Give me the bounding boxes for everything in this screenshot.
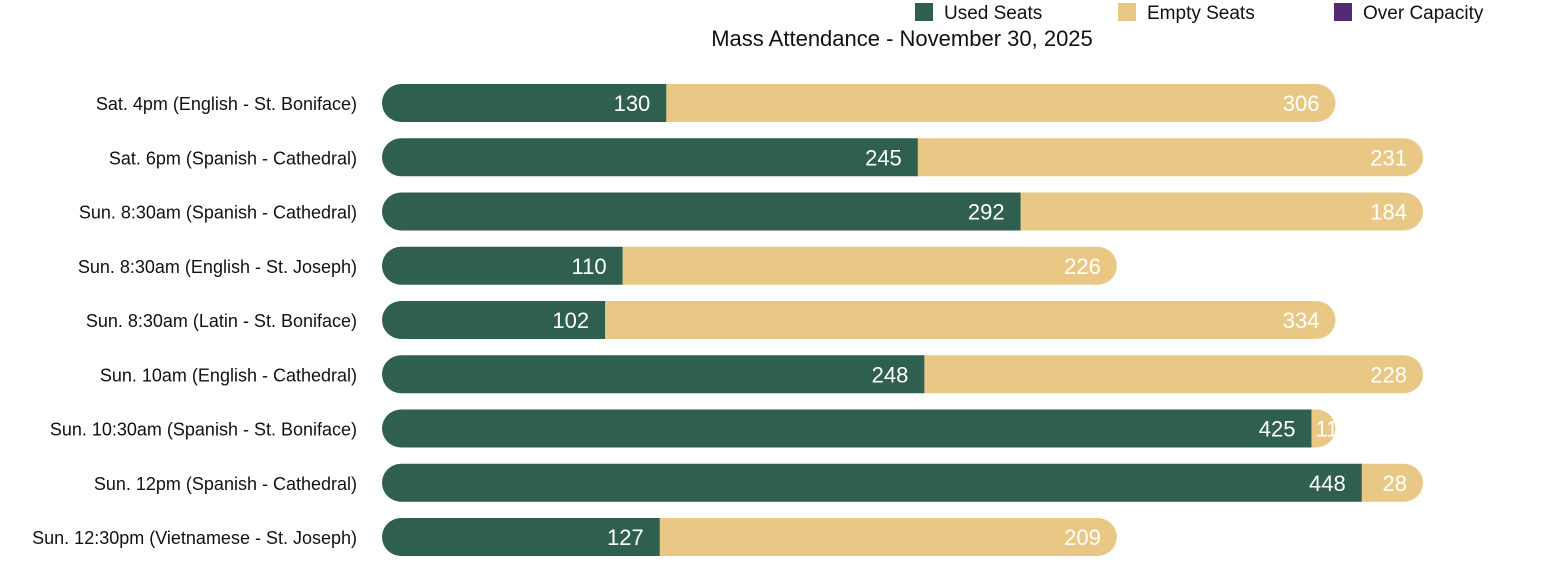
used-seats-bar [382, 301, 606, 339]
row-labels: Sat. 4pm (English - St. Boniface) Sat. 6p… [32, 94, 357, 548]
legend-used-swatch [915, 3, 933, 21]
empty-seats-value-label: 226 [1064, 254, 1101, 279]
bar-row: 425 11 [382, 409, 1338, 448]
legend-used-label: Used Seats [944, 3, 1042, 24]
used-seats-value-label: 110 [571, 254, 606, 279]
bar-row: 292 184 [382, 192, 1423, 231]
empty-seats-value-label: 334 [1283, 308, 1320, 333]
used-seats-bar [382, 138, 918, 177]
used-seats-value-label: 425 [1259, 417, 1296, 442]
bar-row: 248 228 [382, 355, 1423, 394]
row-label: Sun. 8:30am (Latin - St. Boniface) [86, 311, 357, 331]
empty-seats-bar [917, 138, 1423, 177]
bar-row: 110 226 [382, 246, 1117, 285]
used-seats-bar [382, 246, 623, 285]
row-label: Sun. 8:30am (Spanish - Cathedral) [79, 203, 357, 223]
empty-seats-bar [924, 355, 1423, 394]
row-label: Sun. 10:30am (Spanish - St. Boniface) [50, 420, 357, 440]
used-seats-bar [382, 355, 925, 394]
empty-seats-bar [622, 246, 1117, 285]
empty-seats-bar [605, 301, 1336, 339]
empty-seats-value-label: 306 [1283, 91, 1320, 116]
used-seats-bar [382, 518, 660, 556]
legend-over-capacity-label: Over Capacity [1363, 3, 1484, 24]
row-label: Sun. 12pm (Spanish - Cathedral) [94, 474, 357, 494]
used-seats-bar [382, 84, 667, 122]
empty-seats-bar [659, 518, 1117, 556]
legend-over-capacity-swatch [1334, 3, 1352, 21]
empty-seats-value-label: 228 [1370, 362, 1407, 387]
legend-empty-swatch [1118, 3, 1136, 21]
row-label: Sun. 10am (English - Cathedral) [100, 365, 357, 385]
row-label: Sun. 12:30pm (Vietnamese - St. Joseph) [32, 528, 357, 548]
bar-row: 448 28 [382, 463, 1423, 502]
used-seats-value-label: 292 [968, 200, 1005, 225]
empty-seats-value-label: 28 [1383, 471, 1407, 496]
used-seats-value-label: 245 [865, 145, 902, 170]
empty-seats-value-label: 209 [1064, 525, 1101, 550]
legend: Used Seats Empty Seats Over Capacity [915, 3, 1484, 24]
empty-seats-value-label: 231 [1370, 145, 1407, 170]
bar-row: 245 231 [382, 138, 1423, 177]
bar-row: 102 334 [382, 301, 1336, 339]
used-seats-bar [382, 409, 1312, 448]
used-seats-value-label: 102 [552, 308, 589, 333]
empty-seats-bar [1020, 192, 1423, 231]
used-seats-bar [382, 463, 1362, 502]
row-label: Sat. 4pm (English - St. Boniface) [96, 94, 357, 114]
legend-empty-label: Empty Seats [1147, 3, 1255, 24]
used-seats-bar [382, 192, 1021, 231]
bar-row: 127 209 [382, 518, 1117, 556]
legend-over-capacity: Over Capacity [1334, 3, 1484, 24]
empty-seats-value-label: 184 [1370, 200, 1407, 225]
empty-seats-bar [1361, 463, 1423, 502]
used-seats-value-label: 127 [607, 525, 644, 550]
legend-used: Used Seats [915, 3, 1042, 24]
row-label: Sat. 6pm (Spanish - Cathedral) [109, 148, 357, 168]
used-seats-value-label: 448 [1309, 471, 1346, 496]
row-label: Sun. 8:30am (English - St. Joseph) [78, 257, 357, 277]
used-seats-value-label: 248 [872, 362, 909, 387]
legend-empty: Empty Seats [1118, 3, 1255, 24]
empty-seats-bar [666, 84, 1336, 122]
empty-seats-value-label: 11 [1315, 417, 1338, 442]
empty-seats-bar [1311, 409, 1336, 448]
bars: 130 306 245 231 292 184 110 226 102 334 248 228 425 1… [382, 84, 1423, 556]
chart-title: Mass Attendance - November 30, 2025 [711, 26, 1093, 51]
used-seats-value-label: 130 [614, 91, 651, 116]
bar-row: 130 306 [382, 84, 1336, 122]
